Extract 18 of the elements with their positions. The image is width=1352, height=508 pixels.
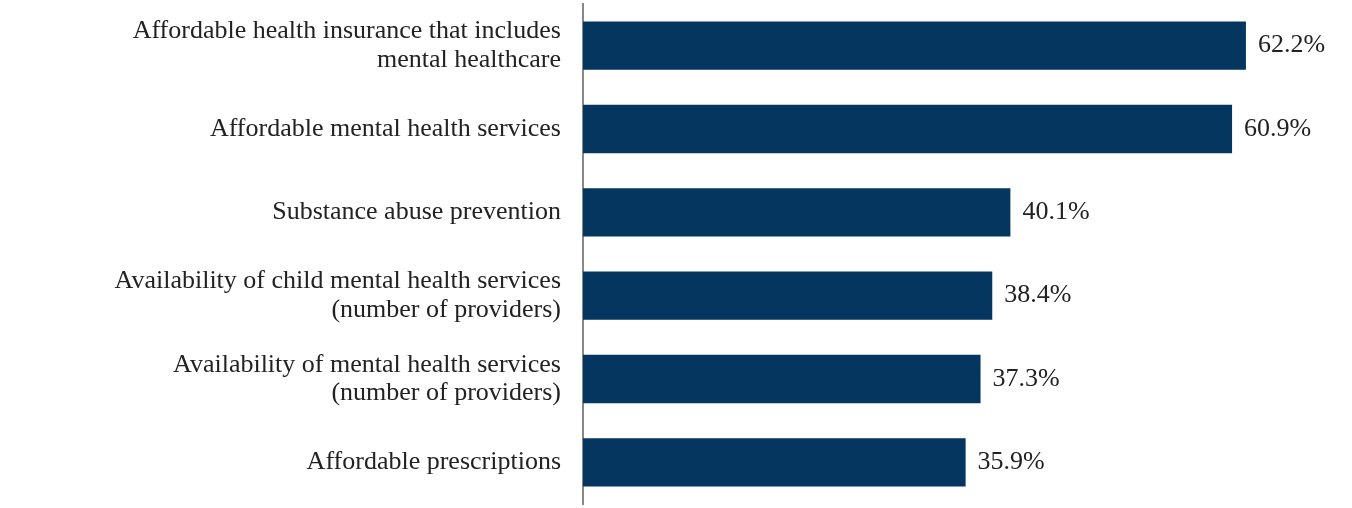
data-label: 40.1%: [1022, 196, 1090, 226]
data-label: 60.9%: [1244, 112, 1312, 142]
data-label: 62.2%: [1257, 29, 1326, 59]
bar: [583, 104, 1233, 154]
y-tick-label: Substance abuse prevention: [272, 196, 561, 226]
bar: [583, 438, 966, 487]
data-label: 38.4%: [1004, 279, 1072, 309]
y-tick-label: Affordable health insurance that includes mental healthcare: [132, 15, 561, 73]
data-label: 37.3%: [992, 362, 1060, 392]
bar: [583, 271, 993, 320]
y-tick-label: Affordable prescriptions: [306, 446, 561, 476]
bar: [583, 188, 1011, 237]
y-tick-label: Availability of child mental health services (number of providers): [114, 265, 561, 323]
bar: [583, 354, 981, 404]
bar: [583, 21, 1246, 70]
y-tick-label: Availability of mental health services (number of providers): [173, 348, 561, 407]
data-label: 35.9%: [977, 446, 1045, 476]
y-tick-label: Affordable mental health services: [209, 112, 561, 142]
